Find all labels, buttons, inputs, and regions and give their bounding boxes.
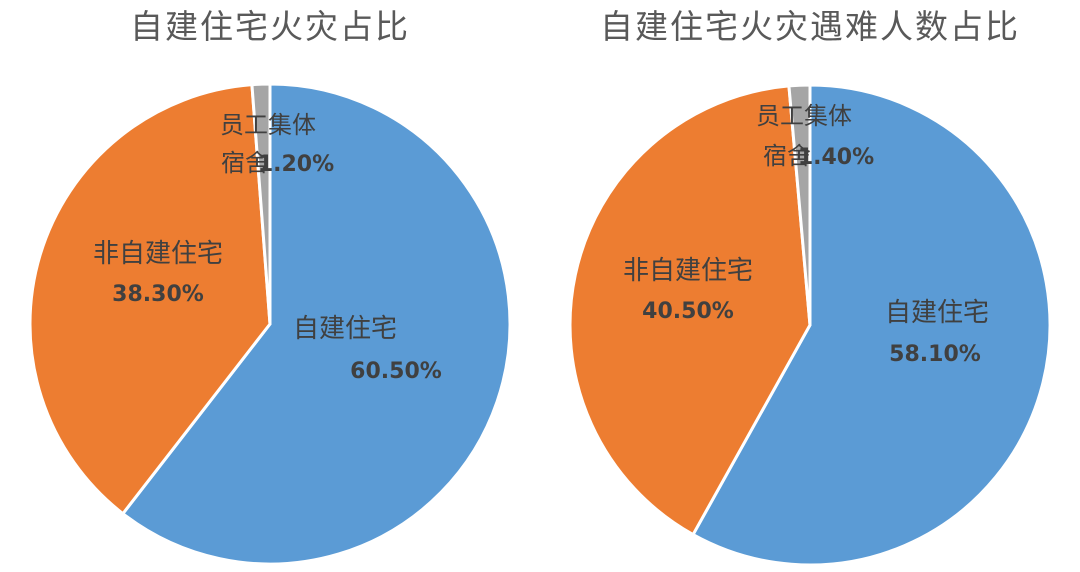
pie-slice: [28, 83, 272, 516]
pie-slice: [121, 82, 512, 566]
pie-slice: [250, 82, 272, 326]
slice-value-label: 1.20%: [258, 152, 334, 177]
slice-value-label: 60.50%: [350, 359, 442, 384]
slice-label: 宿舍: [221, 149, 269, 177]
slice-label: 自建住宅: [885, 298, 989, 328]
slice-label: 非自建住宅: [93, 239, 223, 269]
slice-label: 宿舍: [763, 142, 811, 170]
pie-slice: [568, 84, 812, 537]
slice-label: 员工集体: [756, 102, 852, 130]
slice-value-label: 1.40%: [798, 145, 874, 170]
slice-label: 自建住宅: [293, 314, 397, 344]
slice-label: 员工集体: [220, 111, 316, 139]
pie-chart-panel-fires: 自建住宅火灾占比 自建住宅 60.50% 非自建住宅 38.30% 员工集体宿舍 1.20…: [28, 7, 512, 566]
slice-value-label: 40.50%: [642, 299, 734, 324]
chart-title: 自建住宅火灾遇难人数占比: [600, 7, 1020, 46]
pie-chart-panel-deaths: 自建住宅火灾遇难人数占比 自建住宅 58.10% 非自建住宅 40.50% 员工集体宿舍…: [540, 0, 1080, 572]
slice-value-label: 58.10%: [889, 342, 981, 367]
chart-title: 自建住宅火灾占比: [130, 7, 410, 46]
pie-slice: [691, 83, 1052, 567]
pie-slice: [787, 83, 812, 327]
slice-value-label: 38.30%: [112, 282, 204, 307]
slice-label: 非自建住宅: [623, 256, 753, 286]
